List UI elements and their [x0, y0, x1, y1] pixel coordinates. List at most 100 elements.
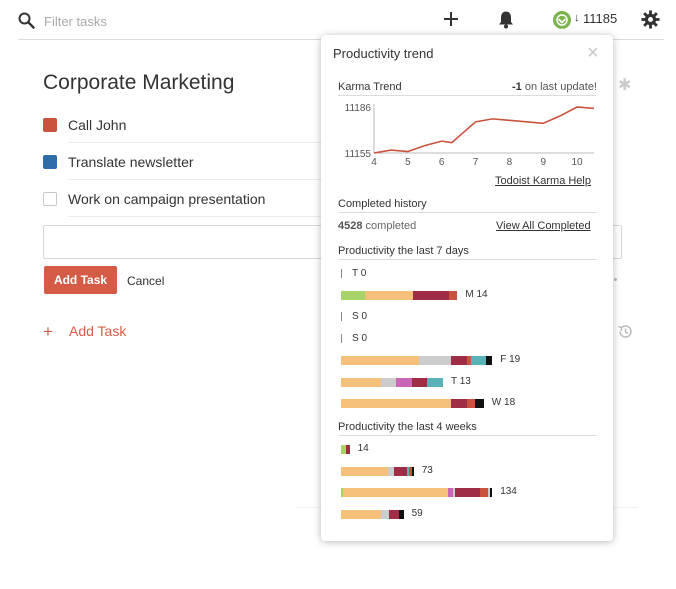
- bar-row-label: 59: [411, 508, 423, 520]
- bar-segment: [341, 466, 388, 476]
- productivity-popup: Productivity trend × Karma Trend -1 on l…: [321, 35, 613, 541]
- bar-segment: [394, 466, 407, 476]
- bar-segment: [387, 466, 395, 476]
- task-item[interactable]: Work on campaign presentation: [43, 191, 343, 227]
- bar-segment: [399, 510, 404, 520]
- section-divider: [338, 95, 596, 96]
- karma-icon[interactable]: [552, 10, 572, 35]
- bar-segment: [380, 377, 397, 387]
- bar-segment: [447, 488, 453, 498]
- bar-segment: [475, 399, 484, 409]
- last-7-days-title: Productivity the last 7 days: [338, 245, 469, 257]
- bar-segment: [341, 399, 452, 409]
- project-title: Corporate Marketing: [43, 71, 235, 94]
- task-checkbox[interactable]: [43, 155, 57, 169]
- bell-icon[interactable]: [497, 10, 515, 34]
- karma-trend-line: [373, 106, 595, 154]
- bar-segment: [341, 488, 344, 498]
- bar-segment: [467, 399, 476, 409]
- bar-segment: [341, 510, 382, 520]
- x-tick-label: 9: [540, 157, 546, 168]
- add-task-plus-icon[interactable]: +: [43, 322, 53, 341]
- bar-segment: [490, 488, 493, 498]
- quick-add-plus-icon[interactable]: [442, 10, 460, 33]
- x-tick-label: 5: [405, 157, 411, 168]
- bar-row-label: W 18: [491, 397, 516, 409]
- more-dot: [614, 278, 617, 281]
- bar-row-label: S 0: [352, 333, 368, 345]
- search-icon[interactable]: [18, 12, 35, 34]
- bar-segment: [419, 355, 452, 365]
- karma-help-link[interactable]: Todoist Karma Help: [495, 175, 591, 187]
- bar-row-label: T 13: [451, 375, 471, 387]
- x-tick-label: 6: [439, 157, 445, 168]
- bar-segment: [406, 466, 410, 476]
- popup-caret: [554, 28, 570, 36]
- x-tick-label: 10: [572, 157, 584, 168]
- bar-segment: [413, 290, 449, 300]
- add-task-button[interactable]: Add Task: [44, 266, 117, 294]
- task-divider: [68, 179, 328, 180]
- task-label: Call John: [68, 117, 127, 133]
- bar-segment: [451, 399, 467, 409]
- bar-segment: [449, 290, 458, 300]
- filter-tasks-input[interactable]: [44, 11, 344, 31]
- task-item[interactable]: Translate newsletter: [43, 154, 343, 190]
- bar-segment: [411, 377, 428, 387]
- bar-segment: [341, 377, 381, 387]
- y-tick-label: 11186: [345, 103, 372, 114]
- section-divider: [338, 435, 596, 436]
- task-divider: [68, 216, 328, 217]
- bar-row-label: T 0: [352, 268, 367, 279]
- bar-row-label: 134: [500, 486, 517, 498]
- completed-history-title: Completed history: [338, 198, 427, 210]
- task-divider: [68, 142, 328, 143]
- last-4-weeks-title: Productivity the last 4 weeks: [338, 421, 477, 433]
- bar-row-label: S 0: [352, 311, 368, 323]
- bar-segment: [341, 355, 419, 365]
- bar-row-label: F 19: [500, 353, 521, 365]
- task-item[interactable]: Call John: [43, 117, 343, 153]
- bar-segment: [470, 355, 487, 365]
- bar-segment: [479, 488, 488, 498]
- close-icon[interactable]: ×: [587, 42, 599, 64]
- zero-bar-tick: [341, 334, 342, 344]
- sparkle-icon: ✱: [618, 77, 632, 94]
- bar-segment: [396, 377, 412, 387]
- x-tick-label: 8: [507, 157, 513, 168]
- bar-row-label: 14: [357, 443, 369, 454]
- bar-segment: [451, 355, 467, 365]
- x-tick-label: 7: [473, 157, 479, 168]
- zero-bar-tick: [341, 269, 342, 278]
- bar-segment: [454, 488, 480, 498]
- bar-segment: [343, 488, 448, 498]
- bar-segment: [452, 488, 455, 498]
- bar-row-label: M 14: [465, 288, 488, 300]
- bar-segment: [381, 510, 390, 520]
- bar-segment: [365, 290, 413, 300]
- task-checkbox[interactable]: [43, 192, 57, 206]
- add-task-link[interactable]: Add Task: [69, 323, 127, 339]
- y-tick-label: 11155: [345, 149, 372, 160]
- zero-bar-tick: [341, 312, 342, 322]
- task-label: Translate newsletter: [68, 154, 194, 170]
- view-all-completed-link[interactable]: View All Completed: [496, 220, 591, 232]
- karma-down-arrow: ↓: [574, 12, 580, 24]
- section-divider: [338, 212, 596, 213]
- task-label: Work on campaign presentation: [68, 191, 266, 207]
- cancel-link[interactable]: Cancel: [127, 274, 165, 288]
- gear-icon[interactable]: [641, 10, 660, 34]
- karma-trend-title: Karma Trend: [338, 81, 402, 93]
- bar-segment: [467, 355, 471, 365]
- bar-segment: [486, 355, 493, 365]
- x-tick-label: 4: [371, 157, 377, 168]
- karma-score[interactable]: 11185: [583, 11, 618, 26]
- bar-segment: [409, 466, 413, 476]
- karma-update-text: -1 on last update!: [511, 81, 597, 93]
- completed-count: 4528 completed: [338, 220, 417, 232]
- history-icon[interactable]: [617, 323, 634, 345]
- task-checkbox[interactable]: [43, 118, 57, 132]
- bar-segment: [427, 377, 443, 387]
- bar-segment: [487, 488, 491, 498]
- bar-segment: [412, 466, 414, 476]
